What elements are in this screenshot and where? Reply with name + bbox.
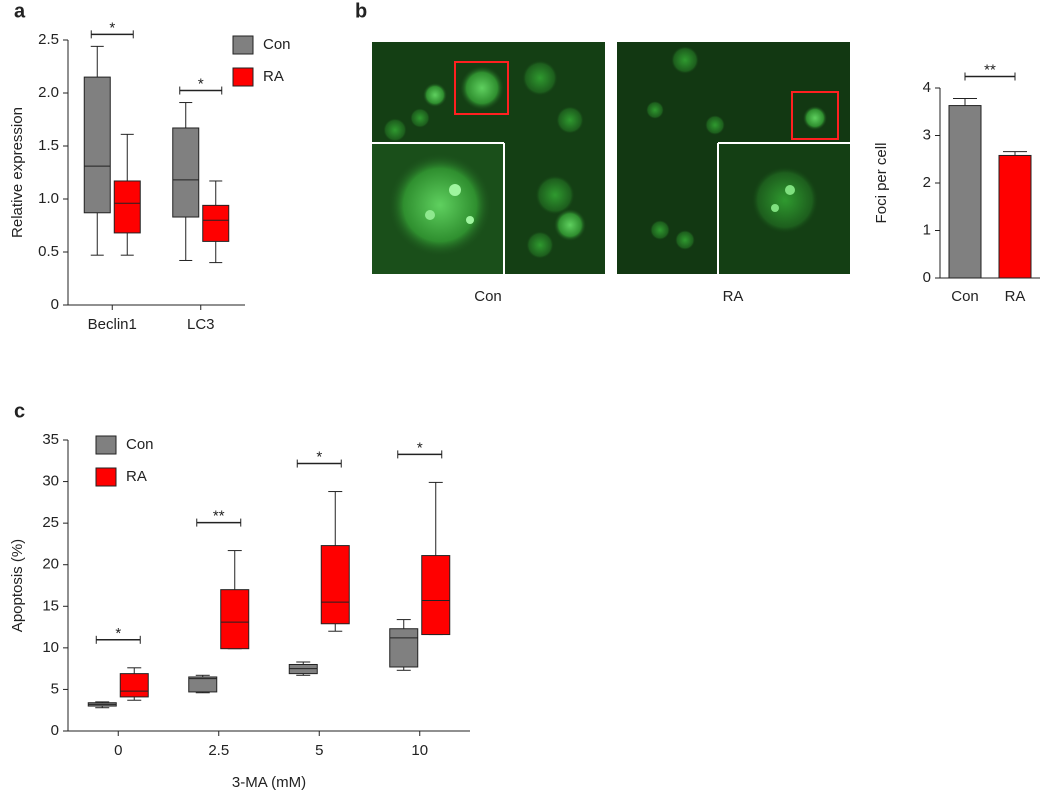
y-tick-label: 0.5 (38, 243, 59, 260)
box (83, 76, 111, 214)
y-axis-label: Apoptosis (%) (9, 539, 26, 632)
y-tick-label: 15 (42, 597, 59, 614)
panel-label: a (14, 0, 26, 22)
significance: ** (984, 61, 996, 78)
box (202, 204, 230, 242)
box (119, 673, 149, 698)
y-tick-label: 2.5 (38, 31, 59, 48)
x-tick-label: Con (951, 288, 979, 305)
y-tick-label: 2 (923, 174, 931, 191)
significance: * (115, 625, 121, 642)
box (172, 127, 200, 218)
x-tick-label: Beclin1 (88, 316, 137, 333)
y-tick-label: 2.0 (38, 84, 59, 101)
legend-swatch (95, 435, 117, 455)
y-tick-label: 5 (51, 680, 59, 697)
y-tick-label: 10 (42, 639, 59, 656)
panel-label: c (14, 400, 25, 422)
y-tick-label: 30 (42, 473, 59, 490)
box (421, 555, 451, 636)
x-tick-label: 10 (411, 742, 428, 759)
image-label: Con (474, 288, 502, 305)
micrograph-con (372, 42, 605, 274)
y-tick-label: 0 (51, 722, 59, 739)
significance: * (417, 439, 423, 456)
micrograph-ra (617, 42, 850, 274)
y-tick-label: 20 (42, 556, 59, 573)
legend-label: Con (263, 36, 291, 53)
y-tick-label: 3 (923, 126, 931, 143)
bar (998, 154, 1032, 279)
x-tick-label: RA (1005, 288, 1026, 305)
x-tick-label: 0 (114, 742, 122, 759)
y-tick-label: 35 (42, 431, 59, 448)
bar (948, 105, 982, 279)
legend-swatch (232, 67, 254, 87)
legend-label: RA (126, 468, 147, 485)
significance: * (198, 76, 204, 93)
y-axis-label: Relative expression (9, 107, 26, 238)
image-label: RA (723, 288, 744, 305)
significance: ** (213, 508, 225, 525)
box (389, 628, 419, 668)
y-tick-label: 1.5 (38, 137, 59, 154)
y-tick-label: 25 (42, 514, 59, 531)
panel-label: b (355, 0, 367, 22)
x-tick-label: LC3 (187, 316, 215, 333)
significance: * (316, 449, 322, 466)
legend-label: RA (263, 68, 284, 85)
box (113, 180, 141, 234)
x-tick-label: 2.5 (208, 742, 229, 759)
y-tick-label: 1.0 (38, 190, 59, 207)
y-tick-label: 0 (923, 269, 931, 286)
legend-swatch (232, 35, 254, 55)
x-axis-label: 3-MA (mM) (232, 774, 306, 791)
y-axis-label: Foci per cell (873, 143, 890, 224)
legend-swatch (95, 467, 117, 487)
box (220, 589, 250, 650)
box (320, 545, 350, 625)
legend-label: Con (126, 436, 154, 453)
significance: * (109, 19, 115, 36)
x-tick-label: 5 (315, 742, 323, 759)
y-tick-label: 0 (51, 296, 59, 313)
y-tick-label: 1 (923, 221, 931, 238)
y-tick-label: 4 (923, 79, 931, 96)
box (188, 676, 218, 693)
